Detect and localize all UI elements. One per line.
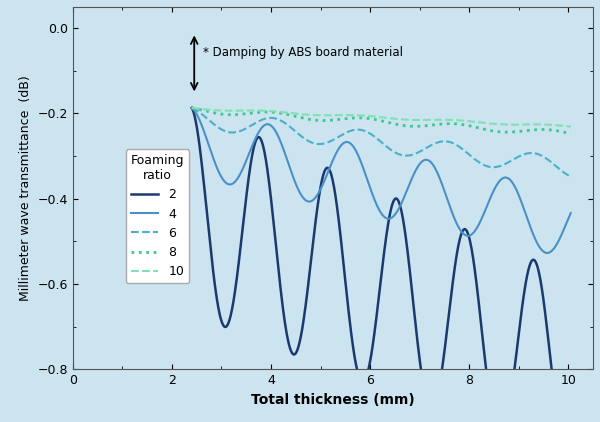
Y-axis label: Millimeter wave transmittance  (dB): Millimeter wave transmittance (dB) xyxy=(19,75,32,301)
10 xyxy=(188,106,196,111)
8 xyxy=(515,129,522,134)
8 xyxy=(430,122,437,127)
4 xyxy=(188,106,196,111)
Line: 6: 6 xyxy=(192,108,571,176)
Line: 8: 8 xyxy=(192,108,571,134)
8 xyxy=(211,111,218,116)
4 xyxy=(476,221,483,226)
Legend: 2, 4, 6, 8, 10: 2, 4, 6, 8, 10 xyxy=(126,149,190,283)
2 xyxy=(430,406,437,411)
2 xyxy=(408,287,415,292)
2 xyxy=(476,304,483,309)
4 xyxy=(544,250,551,255)
2 xyxy=(418,373,425,378)
6 xyxy=(430,142,437,147)
2 xyxy=(188,106,196,111)
4 xyxy=(515,191,522,196)
10 xyxy=(567,124,574,129)
10 xyxy=(476,120,483,125)
4 xyxy=(211,160,218,165)
10 xyxy=(515,122,522,127)
Line: 2: 2 xyxy=(192,108,571,422)
4 xyxy=(567,211,574,216)
8 xyxy=(476,125,483,130)
6 xyxy=(418,148,425,153)
10 xyxy=(430,117,437,122)
2 xyxy=(211,284,218,289)
4 xyxy=(430,162,437,168)
2 xyxy=(515,337,522,342)
Text: * Damping by ABS board material: * Damping by ABS board material xyxy=(203,46,403,60)
4 xyxy=(408,176,415,181)
10 xyxy=(418,117,425,122)
X-axis label: Total thickness (mm): Total thickness (mm) xyxy=(251,392,415,407)
Line: 10: 10 xyxy=(192,108,571,127)
Line: 4: 4 xyxy=(192,108,571,253)
8 xyxy=(567,131,574,136)
6 xyxy=(188,106,196,111)
8 xyxy=(408,124,415,129)
8 xyxy=(418,124,425,129)
10 xyxy=(408,117,415,122)
10 xyxy=(211,108,218,113)
6 xyxy=(515,154,522,160)
6 xyxy=(211,122,218,127)
6 xyxy=(408,152,415,157)
4 xyxy=(418,159,425,164)
6 xyxy=(567,174,574,179)
6 xyxy=(476,160,483,165)
8 xyxy=(188,106,196,111)
